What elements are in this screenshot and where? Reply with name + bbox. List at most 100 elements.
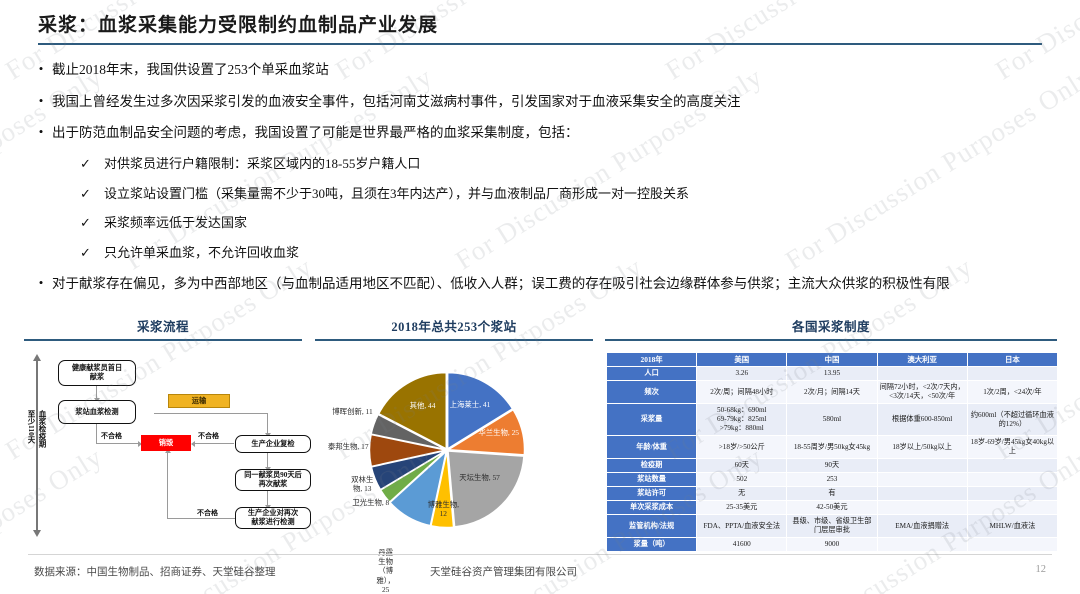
axis-label-quarantine: 血浆检疫期 (38, 410, 47, 448)
table-cell: 18-55周岁/男50kg女45kg (786, 435, 878, 460)
sub-bullet-item: ✓ 采浆频率远低于发达国家 (80, 214, 1060, 233)
flow-box-label: 生产企业复检 (251, 439, 295, 448)
flow-edge (267, 413, 269, 435)
table-row-header: 年龄/体重 (605, 435, 698, 460)
table-cell: 1次/2周，<24次/年 (966, 380, 1059, 405)
slide-footer: 数据来源：中国生物制品、招商证券、天堂硅谷整理 天堂硅谷资产管理集团有限公司 1… (0, 554, 1080, 594)
pie-slice (447, 371, 514, 450)
table-row: 频次 2次/周；间隔48小时 2次/月；间隔14天 间隔72小时，<2次/7天内，<3… (605, 380, 1059, 405)
panel-header-label: 各国采浆制度 (791, 320, 870, 334)
axis-label-days: 至少110天 (27, 410, 36, 444)
bullet-text: 对于献浆存在偏见，多为中西部地区（与血制品适用地区不匹配）、低收入人群；误工费的… (52, 276, 950, 292)
panel-header-label: 2018年总共253个浆站 (391, 320, 517, 334)
panel-header-table: 各国采浆制度 (605, 316, 1057, 341)
flow-edge (96, 386, 98, 400)
table-row: 采浆量 50-68kg：690ml 69-79kg：825ml >79kg：880… (605, 403, 1059, 437)
bullet-text: 截止2018年末，我国供设置了253个单采血浆站 (52, 62, 329, 77)
table-cell: 25-35美元 (696, 500, 788, 516)
sub-bullet-text: 设立浆站设置门槛（采集量需不少于30吨，且须在3年内达产），并与血液制品厂商形成… (104, 185, 690, 201)
table-cell (876, 472, 968, 488)
table-row-header: 频次 (605, 380, 698, 405)
table-cell (876, 458, 968, 474)
pie-slice (377, 372, 447, 450)
panel-header-label: 采浆流程 (136, 320, 189, 334)
panel-header-rule (24, 339, 302, 341)
flow-arrow-up-icon (164, 449, 171, 453)
bullet-item: • 对于献浆存在偏见，多为中西部地区（与血制品适用地区不匹配）、低收入人群；误工… (30, 274, 1060, 294)
table-cell: MHLW/血液法 (966, 514, 1059, 539)
panel-header-rule (605, 339, 1057, 341)
panel-header-chart: 2018年总共253个浆站 (315, 316, 593, 341)
bullet-item: • 我国上曾经发生过多次因采浆引发的血液安全事件，包括河南艾滋病村事件，引发国家… (30, 92, 1060, 112)
table-cell: 60天 (696, 458, 788, 474)
page-title: 采浆：血浆采集能力受限制约血制品产业发展 (38, 10, 1042, 45)
flow-box-station-test: 浆站血浆检测 (58, 400, 136, 424)
panel-header-rule (315, 339, 593, 341)
bullet-item: • 截止2018年末，我国供设置了253个单采血浆站 (30, 60, 1060, 80)
table-cell: FDA、PPTA/血液安全法 (696, 514, 788, 539)
axis-arrow-down-icon (33, 530, 41, 537)
flow-edge-label-fail: 不合格 (198, 432, 219, 440)
table-col-header: 美国 (696, 351, 788, 368)
table-row: 单次采浆成本 25-35美元 42-50美元 (605, 500, 1059, 516)
pie-slice-label: 卫光生物, 8 (352, 497, 390, 507)
flow-edge-label-fail: 不合格 (197, 509, 218, 517)
bullet-text: 出于防范血制品安全问题的考虑，我国设置了可能是世界最严格的血浆采集制度，包括： (52, 125, 579, 141)
page-number: 12 (1035, 564, 1047, 575)
table-row-header: 采浆量 (605, 403, 698, 437)
sub-bullet-text: 对供浆员进行户籍限制：采浆区域内的18-55岁户籍人口 (104, 155, 421, 171)
plasma-station-pie-chart: 上海莱士, 41 华兰生物, 25 天坛生物, 57 博雅生物, 12 丹霞 生物 （博… (315, 350, 600, 594)
table-cell: 502 (696, 472, 788, 488)
flow-arrow-left-icon (191, 440, 195, 447)
bullet-marker: • (38, 61, 44, 76)
flow-edge (267, 453, 269, 469)
bullet-text: 我国上曾经发生过多次因采浆引发的血液安全事件，包括河南艾滋病村事件，引发国家对于… (52, 93, 741, 109)
flow-box-label: 运输 (191, 396, 207, 405)
table-row: 年龄/体重 >18岁/>50公斤 18-55周岁/男50kg女45kg 18岁以上/5… (605, 435, 1059, 460)
table-cell (966, 486, 1059, 502)
table-row-header: 人口 (605, 366, 698, 382)
table-cell: >18岁/>50公斤 (696, 435, 788, 460)
table-row: 浆站数量 502 253 (605, 472, 1059, 488)
pie-slice-label: 华兰生物, 25 (478, 428, 519, 438)
check-icon: ✓ (80, 215, 91, 231)
table-row: 人口 3.26 13.95 (605, 366, 1059, 382)
company-name-text: 天堂硅谷资产管理集团有限公司 (430, 567, 577, 578)
check-icon: ✓ (80, 155, 91, 171)
flow-edge-label-fail: 不合格 (101, 432, 122, 440)
data-source-text: 数据来源：中国生物制品、招商证券、天堂硅谷整理 (34, 567, 276, 578)
table-cell: 13.95 (786, 366, 878, 382)
title-underline (38, 43, 1042, 45)
pie-slice-label: 泰邦生物, 17 (327, 441, 369, 451)
flow-edge (96, 443, 140, 445)
table-row-header: 单次采浆成本 (605, 500, 698, 516)
table-cell: 间隔72小时，<2次/7天内，<3次/14天，<50次/年 (876, 380, 968, 405)
plasma-collection-flow-diagram: 至少110天 血浆检疫期 健康献浆员首日 献浆 浆站血浆检测 运输 (24, 352, 324, 548)
flow-box-manufacturer-recheck: 生产企业复检 (235, 435, 311, 453)
table-cell (966, 472, 1059, 488)
sub-bullet-item: ✓ 设立浆站设置门槛（采集量需不少于30吨，且须在3年内达产），并与血液制品厂商… (80, 185, 1060, 204)
table-col-header: 2018年 (605, 351, 698, 368)
flow-edge (96, 424, 98, 444)
table-cell: 41600 (696, 537, 788, 553)
quarantine-axis-line (36, 360, 38, 532)
table-cell: 42-50美元 (786, 500, 878, 516)
flow-box-destroy: 销毁 (141, 435, 191, 451)
flow-arrow-right-icon (138, 440, 142, 447)
flow-edge (167, 518, 235, 520)
table-row-header: 监管机构/法规 (605, 514, 698, 539)
panel-headers: 采浆流程 2018年总共253个浆站 各国采浆制度 (0, 316, 1080, 346)
sub-bullet-list: ✓ 对供浆员进行户籍限制：采浆区域内的18-55岁户籍人口 ✓ 设立浆站设置门槛… (80, 155, 1060, 263)
table-cell (876, 366, 968, 382)
table-cell (876, 500, 968, 516)
check-icon: ✓ (80, 185, 91, 201)
table-cell: 9000 (786, 537, 878, 553)
country-comparison-table: 2018年 美国 中国 澳大利亚 日本 人口 3.26 13.95 频次 2次/周；间隔… (605, 351, 1059, 553)
flow-box-label: 健康献浆员首日 献浆 (71, 364, 123, 381)
flow-box-transport: 运输 (168, 394, 230, 408)
body-content: • 截止2018年末，我国供设置了253个单采血浆站 • 我国上曾经发生过多次因… (30, 60, 1060, 306)
sub-bullet-item: ✓ 对供浆员进行户籍限制：采浆区域内的18-55岁户籍人口 (80, 155, 1060, 174)
axis-arrow-up-icon (33, 354, 41, 361)
table-row-header: 浆站数量 (605, 472, 698, 488)
flow-edge (167, 453, 169, 519)
